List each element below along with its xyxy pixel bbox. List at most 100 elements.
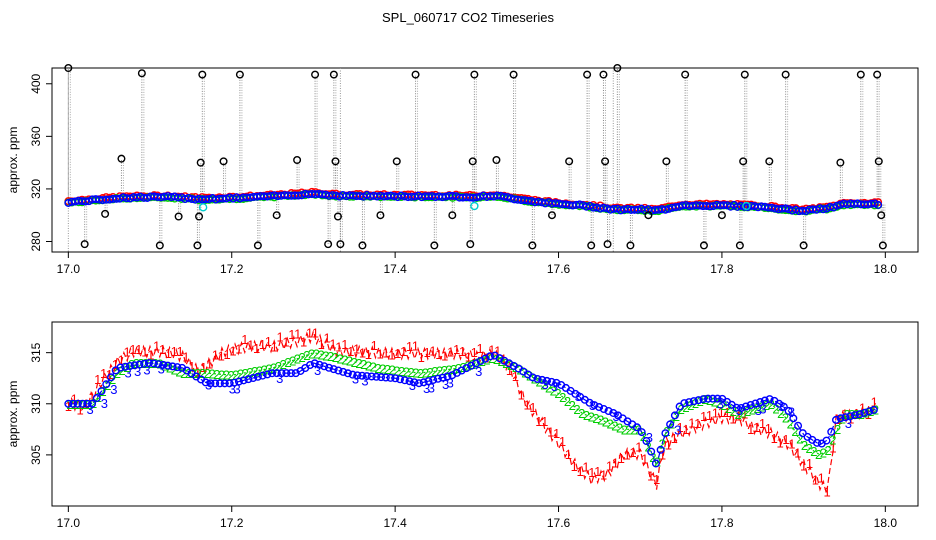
bottom-series-3-point bbox=[362, 372, 371, 381]
bottom-series-3-point bbox=[272, 369, 281, 378]
bottom-series-3-point bbox=[708, 394, 717, 403]
bottom-series-1-label: 1 bbox=[776, 436, 783, 451]
bottom-series-1-label: 1 bbox=[176, 344, 183, 359]
bottom-series-2-label: 2 bbox=[559, 390, 566, 405]
bottom-series-1-label: 1 bbox=[200, 360, 207, 375]
bottom-series-1-label: 1 bbox=[341, 337, 348, 352]
bottom-series-2-label: 2 bbox=[251, 364, 258, 379]
bottom-series-3-label: 3 bbox=[158, 361, 165, 376]
bottom-series-1-label: 1 bbox=[682, 422, 689, 437]
bottom-series-2-label: 2 bbox=[303, 348, 310, 363]
bottom-series-2-label: 2 bbox=[171, 363, 178, 378]
bottom-series-2-label: 2 bbox=[682, 400, 689, 415]
bottom-series-1-label: 1 bbox=[129, 342, 136, 357]
bottom-series-1-label: 1 bbox=[659, 447, 666, 462]
bottom-series-2-label: 2 bbox=[204, 366, 211, 381]
bottom-series-2-label: 2 bbox=[218, 367, 225, 382]
bottom-series-2-label: 2 bbox=[431, 364, 438, 379]
bottom-series-1-label: 1 bbox=[641, 451, 648, 466]
bottom-series-1-label: 1 bbox=[800, 458, 807, 473]
bottom-series-1-label: 1 bbox=[735, 409, 742, 424]
spike-point bbox=[740, 70, 749, 79]
bottom-series-1-label: 1 bbox=[453, 342, 460, 357]
bottom-series-2-label: 2 bbox=[810, 444, 817, 459]
bottom-series-2-label: 2 bbox=[673, 409, 680, 424]
bottom-plot-frame bbox=[51, 321, 919, 507]
bottom-series-3-point bbox=[69, 399, 78, 408]
bottom-series-2-label: 2 bbox=[370, 360, 377, 375]
bottom-series-1-label: 1 bbox=[494, 344, 501, 359]
spike-point bbox=[101, 209, 110, 218]
bottom-series-3-point bbox=[234, 377, 243, 386]
bottom-series-1-label: 1 bbox=[600, 467, 607, 482]
bottom-series-2-label: 2 bbox=[820, 446, 827, 461]
bottom-series-3-point bbox=[215, 379, 224, 388]
bottom-series-2-label: 2 bbox=[227, 368, 234, 383]
bottom-series-3-point bbox=[149, 359, 158, 368]
bottom-x-axis: 17.0 17.2 17.4 17.6 17.8 18.0 bbox=[57, 506, 897, 530]
bottom-series-3-label: 3 bbox=[717, 397, 724, 412]
spike-point bbox=[799, 241, 808, 250]
bottom-series-2-label: 2 bbox=[256, 363, 263, 378]
bottom-y-axis-label: approx. ppm bbox=[6, 381, 20, 448]
bottom-series-1-label: 1 bbox=[218, 348, 225, 363]
spike-point bbox=[196, 158, 205, 167]
bottom-series-3-point bbox=[386, 373, 395, 382]
bottom-series-1-label: 1 bbox=[435, 347, 442, 362]
top-series-3-point bbox=[874, 200, 883, 209]
top-x-tick-label: 18.0 bbox=[874, 262, 898, 276]
spike-point bbox=[430, 241, 439, 250]
bottom-series-2-label: 2 bbox=[597, 413, 604, 428]
bottom-series-1-label: 1 bbox=[76, 403, 83, 418]
bottom-series-2-label: 2 bbox=[379, 361, 386, 376]
bottom-series-2-label: 2 bbox=[199, 366, 206, 381]
bottom-series-3-point bbox=[125, 362, 134, 371]
bottom-series-3-point bbox=[88, 399, 97, 408]
bottom-series-1-label: 1 bbox=[147, 348, 154, 363]
bottom-series-1-label: 1 bbox=[729, 412, 736, 427]
bottom-series-1-label: 1 bbox=[365, 347, 372, 362]
bottom-series-3-label: 3 bbox=[423, 381, 430, 396]
bottom-x-tick-label: 17.8 bbox=[710, 516, 734, 530]
bottom-series-3-point bbox=[367, 372, 376, 381]
top-y-axis: 280 320 360 400 bbox=[29, 73, 52, 252]
bottom-series-3-point bbox=[282, 369, 291, 378]
bottom-series-2-label: 2 bbox=[246, 365, 253, 380]
bottom-series-3-point bbox=[287, 369, 296, 378]
top-series-3-point bbox=[599, 203, 608, 212]
spike-point bbox=[411, 70, 420, 79]
bottom-series-1-label: 1 bbox=[382, 345, 389, 360]
bottom-series-3-point bbox=[419, 378, 428, 387]
bottom-series-2-label: 2 bbox=[374, 361, 381, 376]
spike-point bbox=[253, 241, 262, 250]
spike-point bbox=[376, 211, 385, 220]
top-series-3-point bbox=[661, 205, 670, 214]
bottom-series-1-label: 1 bbox=[806, 456, 813, 471]
spike-point bbox=[681, 70, 690, 79]
bottom-series-1-label: 1 bbox=[229, 344, 236, 359]
bottom-series-3-point bbox=[220, 379, 229, 388]
bottom-series-1-label: 1 bbox=[647, 468, 654, 483]
bottom-series-1-label: 1 bbox=[418, 350, 425, 365]
bottom-series-2-label: 2 bbox=[611, 419, 618, 434]
bottom-series-3-point bbox=[168, 362, 177, 371]
bottom-series-3-point bbox=[538, 375, 547, 384]
top-plot-frame bbox=[51, 67, 919, 253]
bottom-series-1-label: 1 bbox=[712, 406, 719, 421]
bottom-series-2-label: 2 bbox=[616, 421, 623, 436]
spike-point bbox=[699, 241, 708, 250]
spike-point bbox=[626, 241, 635, 250]
top-spike-points bbox=[64, 63, 887, 250]
bottom-series-2-label: 2 bbox=[815, 447, 822, 462]
top-y-tick-label: 360 bbox=[29, 126, 43, 146]
bottom-series-1-label: 1 bbox=[635, 440, 642, 455]
bottom-series-3-label: 3 bbox=[134, 364, 141, 379]
bottom-series-3-point bbox=[391, 374, 400, 383]
bottom-series-2-label: 2 bbox=[872, 402, 879, 417]
bottom-panel: 1111111111111111111111111111111111111111… bbox=[6, 321, 919, 530]
bottom-series-1-label: 1 bbox=[171, 344, 178, 359]
spike-point bbox=[583, 70, 592, 79]
bottom-series-3-point bbox=[533, 374, 542, 383]
top-series-3-point bbox=[575, 200, 584, 209]
top-x-tick-label: 17.2 bbox=[220, 262, 244, 276]
